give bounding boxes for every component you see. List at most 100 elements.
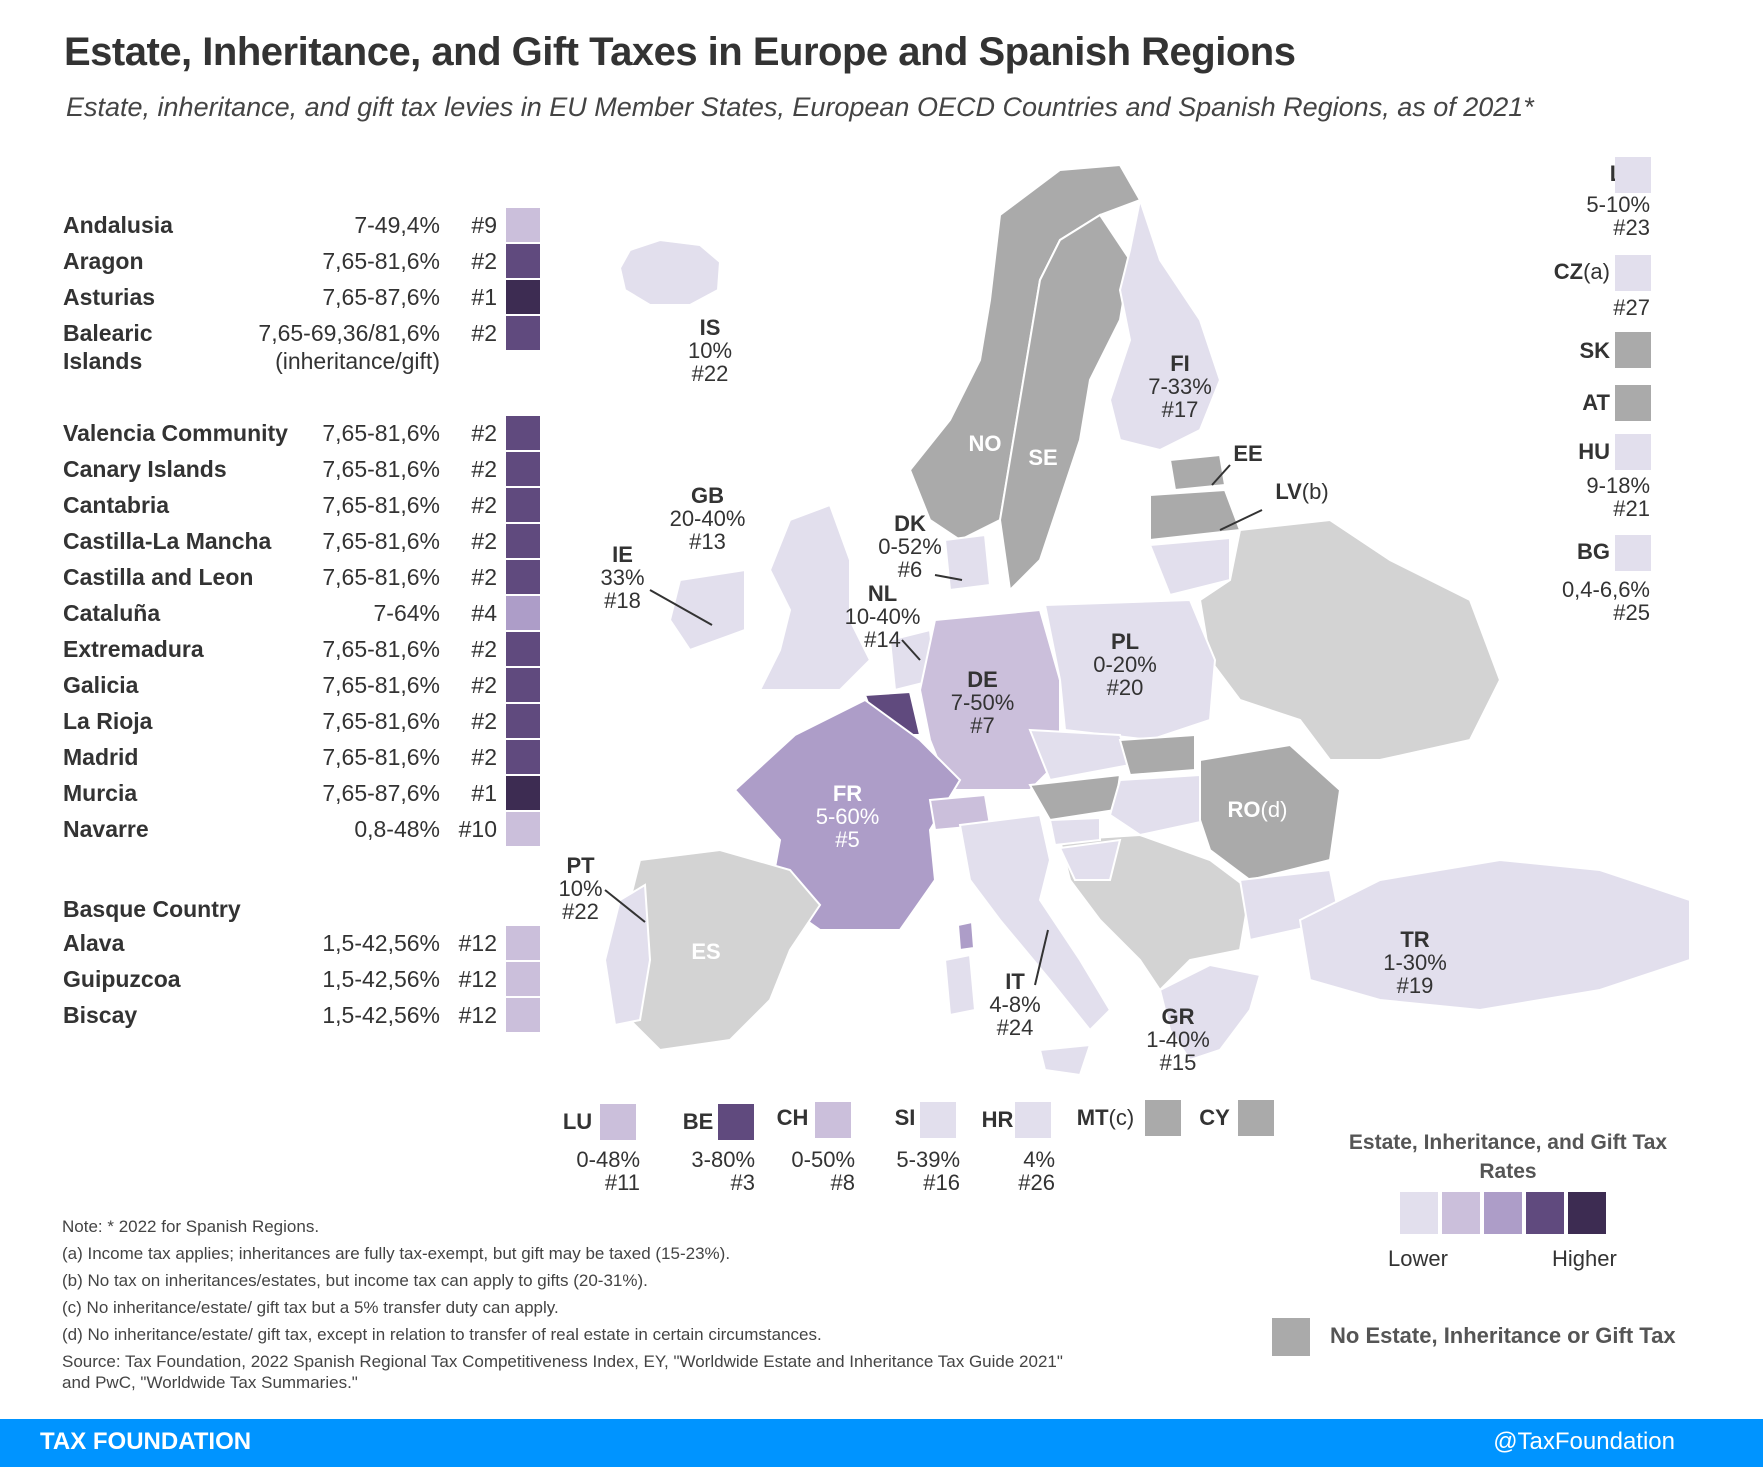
region-rank-castilla-and-leon: #2 bbox=[471, 564, 497, 590]
region-rate-castilla-la-mancha: 7,65-81,6% bbox=[322, 528, 440, 554]
region-rank-valencia-community: #2 bbox=[471, 420, 497, 446]
region-swatch-extremadura bbox=[506, 632, 540, 666]
region-name-basque-country: Basque Country bbox=[63, 896, 241, 922]
chart-title: Estate, Inheritance, and Gift Taxes in E… bbox=[64, 30, 1296, 74]
side-item-bg: BG bbox=[1577, 539, 1610, 564]
region-swatch-madrid bbox=[506, 740, 540, 774]
bottom-item-hr-rate: 4% #26 bbox=[1018, 1147, 1055, 1195]
region-name-castilla-and-leon: Castilla and Leon bbox=[63, 564, 254, 590]
label-pt: PT 10% #22 bbox=[558, 853, 603, 924]
country-dk bbox=[943, 533, 992, 592]
region-rate-galicia: 7,65-81,6% bbox=[322, 672, 440, 698]
region-rate-extremadura: 7,65-81,6% bbox=[322, 636, 440, 662]
swatch-si bbox=[920, 1102, 956, 1138]
region-rank-cantabria: #2 bbox=[471, 492, 497, 518]
region-swatch-castilla-la-mancha bbox=[506, 524, 540, 558]
note-b: (b) No tax on inheritances/estates, but … bbox=[62, 1271, 648, 1290]
legend-title: Estate, Inheritance, and Gift Tax Rates bbox=[1348, 1131, 1668, 1183]
label-gr: GR 1-40% #15 bbox=[1146, 1004, 1210, 1075]
region-swatch-navarre bbox=[506, 812, 540, 846]
region-rate-madrid: 7,65-81,6% bbox=[322, 744, 440, 770]
region-name-biscay: Biscay bbox=[63, 1002, 138, 1028]
country-de bbox=[918, 608, 1061, 791]
label-fi: FI 7-33% #17 bbox=[1148, 351, 1212, 422]
bottom-item-si: SI bbox=[894, 1105, 916, 1130]
region-name-balearic-line2: Islands bbox=[63, 348, 143, 374]
leader-nl bbox=[901, 639, 921, 661]
label-gb: GB 20-40% #13 bbox=[669, 483, 746, 554]
note-a: (a) Income tax applies; inheritances are… bbox=[62, 1244, 731, 1263]
region-rate-murcia: 7,65-87,6% bbox=[322, 780, 440, 806]
side-item-hu-rate: 9-18% #21 bbox=[1586, 473, 1650, 521]
region-swatch-canary-islands bbox=[506, 452, 540, 486]
region-rate-navarre: 0,8-48% bbox=[354, 816, 440, 842]
legend-swatch-5 bbox=[1568, 1192, 1606, 1234]
leader-ie bbox=[649, 589, 713, 626]
swatch-lt bbox=[1615, 157, 1651, 193]
swatch-sk bbox=[1615, 332, 1651, 368]
region-rank-alava: #12 bbox=[458, 930, 497, 956]
swatch-lu bbox=[600, 1104, 636, 1140]
region-swatch-cantabria bbox=[506, 488, 540, 522]
region-swatch-andalusia bbox=[506, 208, 540, 242]
country-hr bbox=[1058, 838, 1122, 881]
country-lt bbox=[1148, 536, 1231, 597]
region-rank-castilla-la-mancha: #2 bbox=[471, 528, 497, 554]
side-item-at: AT bbox=[1582, 390, 1610, 415]
legend-higher: Higher bbox=[1552, 1246, 1617, 1271]
region-rank-la-rioja: #2 bbox=[471, 708, 497, 734]
country-tr bbox=[1298, 858, 1691, 1012]
leader-it bbox=[1034, 929, 1049, 986]
swatch-hr bbox=[1015, 1102, 1051, 1138]
region-swatch-la-rioja bbox=[506, 704, 540, 738]
footer-handle[interactable]: @TaxFoundation bbox=[1493, 1428, 1675, 1455]
region-swatch-balearic bbox=[506, 316, 540, 350]
side-item-sk: SK bbox=[1579, 338, 1610, 363]
region-swatch-catalu-a bbox=[506, 596, 540, 630]
region-rate-asturias: 7,65-87,6% bbox=[322, 284, 440, 310]
footer-brand[interactable]: TAX FOUNDATION bbox=[40, 1428, 252, 1455]
source-1: Source: Tax Foundation, 2022 Spanish Reg… bbox=[62, 1352, 1063, 1371]
region-swatch-guipuzcoa bbox=[506, 962, 540, 996]
bottom-item-lu-rate: 0-48% #11 bbox=[576, 1147, 640, 1195]
region-name-guipuzcoa: Guipuzcoa bbox=[63, 966, 181, 992]
region-name-andalusia: Andalusia bbox=[63, 212, 173, 238]
region-name-galicia: Galicia bbox=[63, 672, 139, 698]
island-corsica bbox=[956, 920, 976, 952]
country-pl bbox=[1043, 598, 1217, 742]
leader-ee bbox=[1211, 464, 1231, 486]
bottom-item-be: BE bbox=[682, 1109, 714, 1134]
region-swatch-murcia bbox=[506, 776, 540, 810]
note-0: Note: * 2022 for Spanish Regions. bbox=[62, 1217, 320, 1236]
note-c: (c) No inheritance/estate/ gift tax but … bbox=[62, 1298, 559, 1317]
region-rate-catalu-a: 7-64% bbox=[373, 600, 440, 626]
side-item-cz-rank: #27 bbox=[1613, 295, 1650, 320]
bottom-item-ch: CH bbox=[776, 1105, 809, 1130]
swatch-be bbox=[718, 1104, 754, 1140]
region-rate-aragon: 7,65-81,6% bbox=[322, 248, 440, 274]
region-rate-castilla-and-leon: 7,65-81,6% bbox=[322, 564, 440, 590]
region-swatch-valencia-community bbox=[506, 416, 540, 450]
label-ee: EE bbox=[1233, 441, 1263, 466]
region-swatch-aragon bbox=[506, 244, 540, 278]
label-nl: NL 10-40% #14 bbox=[844, 581, 921, 652]
bottom-item-hr: HR bbox=[981, 1107, 1014, 1132]
region-rank-biscay: #12 bbox=[458, 1002, 497, 1028]
country-it bbox=[958, 813, 1112, 1032]
leader-pt bbox=[604, 889, 646, 923]
region-rank-canary-islands: #2 bbox=[471, 456, 497, 482]
island-sardinia bbox=[943, 953, 977, 1017]
legend-lower: Lower bbox=[1388, 1246, 1448, 1271]
label-tr: TR 1-30% #19 bbox=[1383, 927, 1447, 998]
label-de: DE 7-50% #7 bbox=[950, 667, 1015, 738]
swatch-mt bbox=[1145, 1100, 1181, 1136]
region-rank-navarre: #10 bbox=[458, 816, 497, 842]
region-rank-asturias: #1 bbox=[471, 284, 497, 310]
region-rate-andalusia: 7-49,4% bbox=[354, 212, 440, 238]
country-gr bbox=[1158, 963, 1262, 1062]
region-rate-balearic: 7,65-69,36/81,6% bbox=[258, 320, 440, 346]
footer-bar: TAX FOUNDATION @TaxFoundation bbox=[0, 1419, 1763, 1467]
region-name-la-rioja: La Rioja bbox=[63, 708, 153, 734]
region-name-madrid: Madrid bbox=[63, 744, 139, 770]
